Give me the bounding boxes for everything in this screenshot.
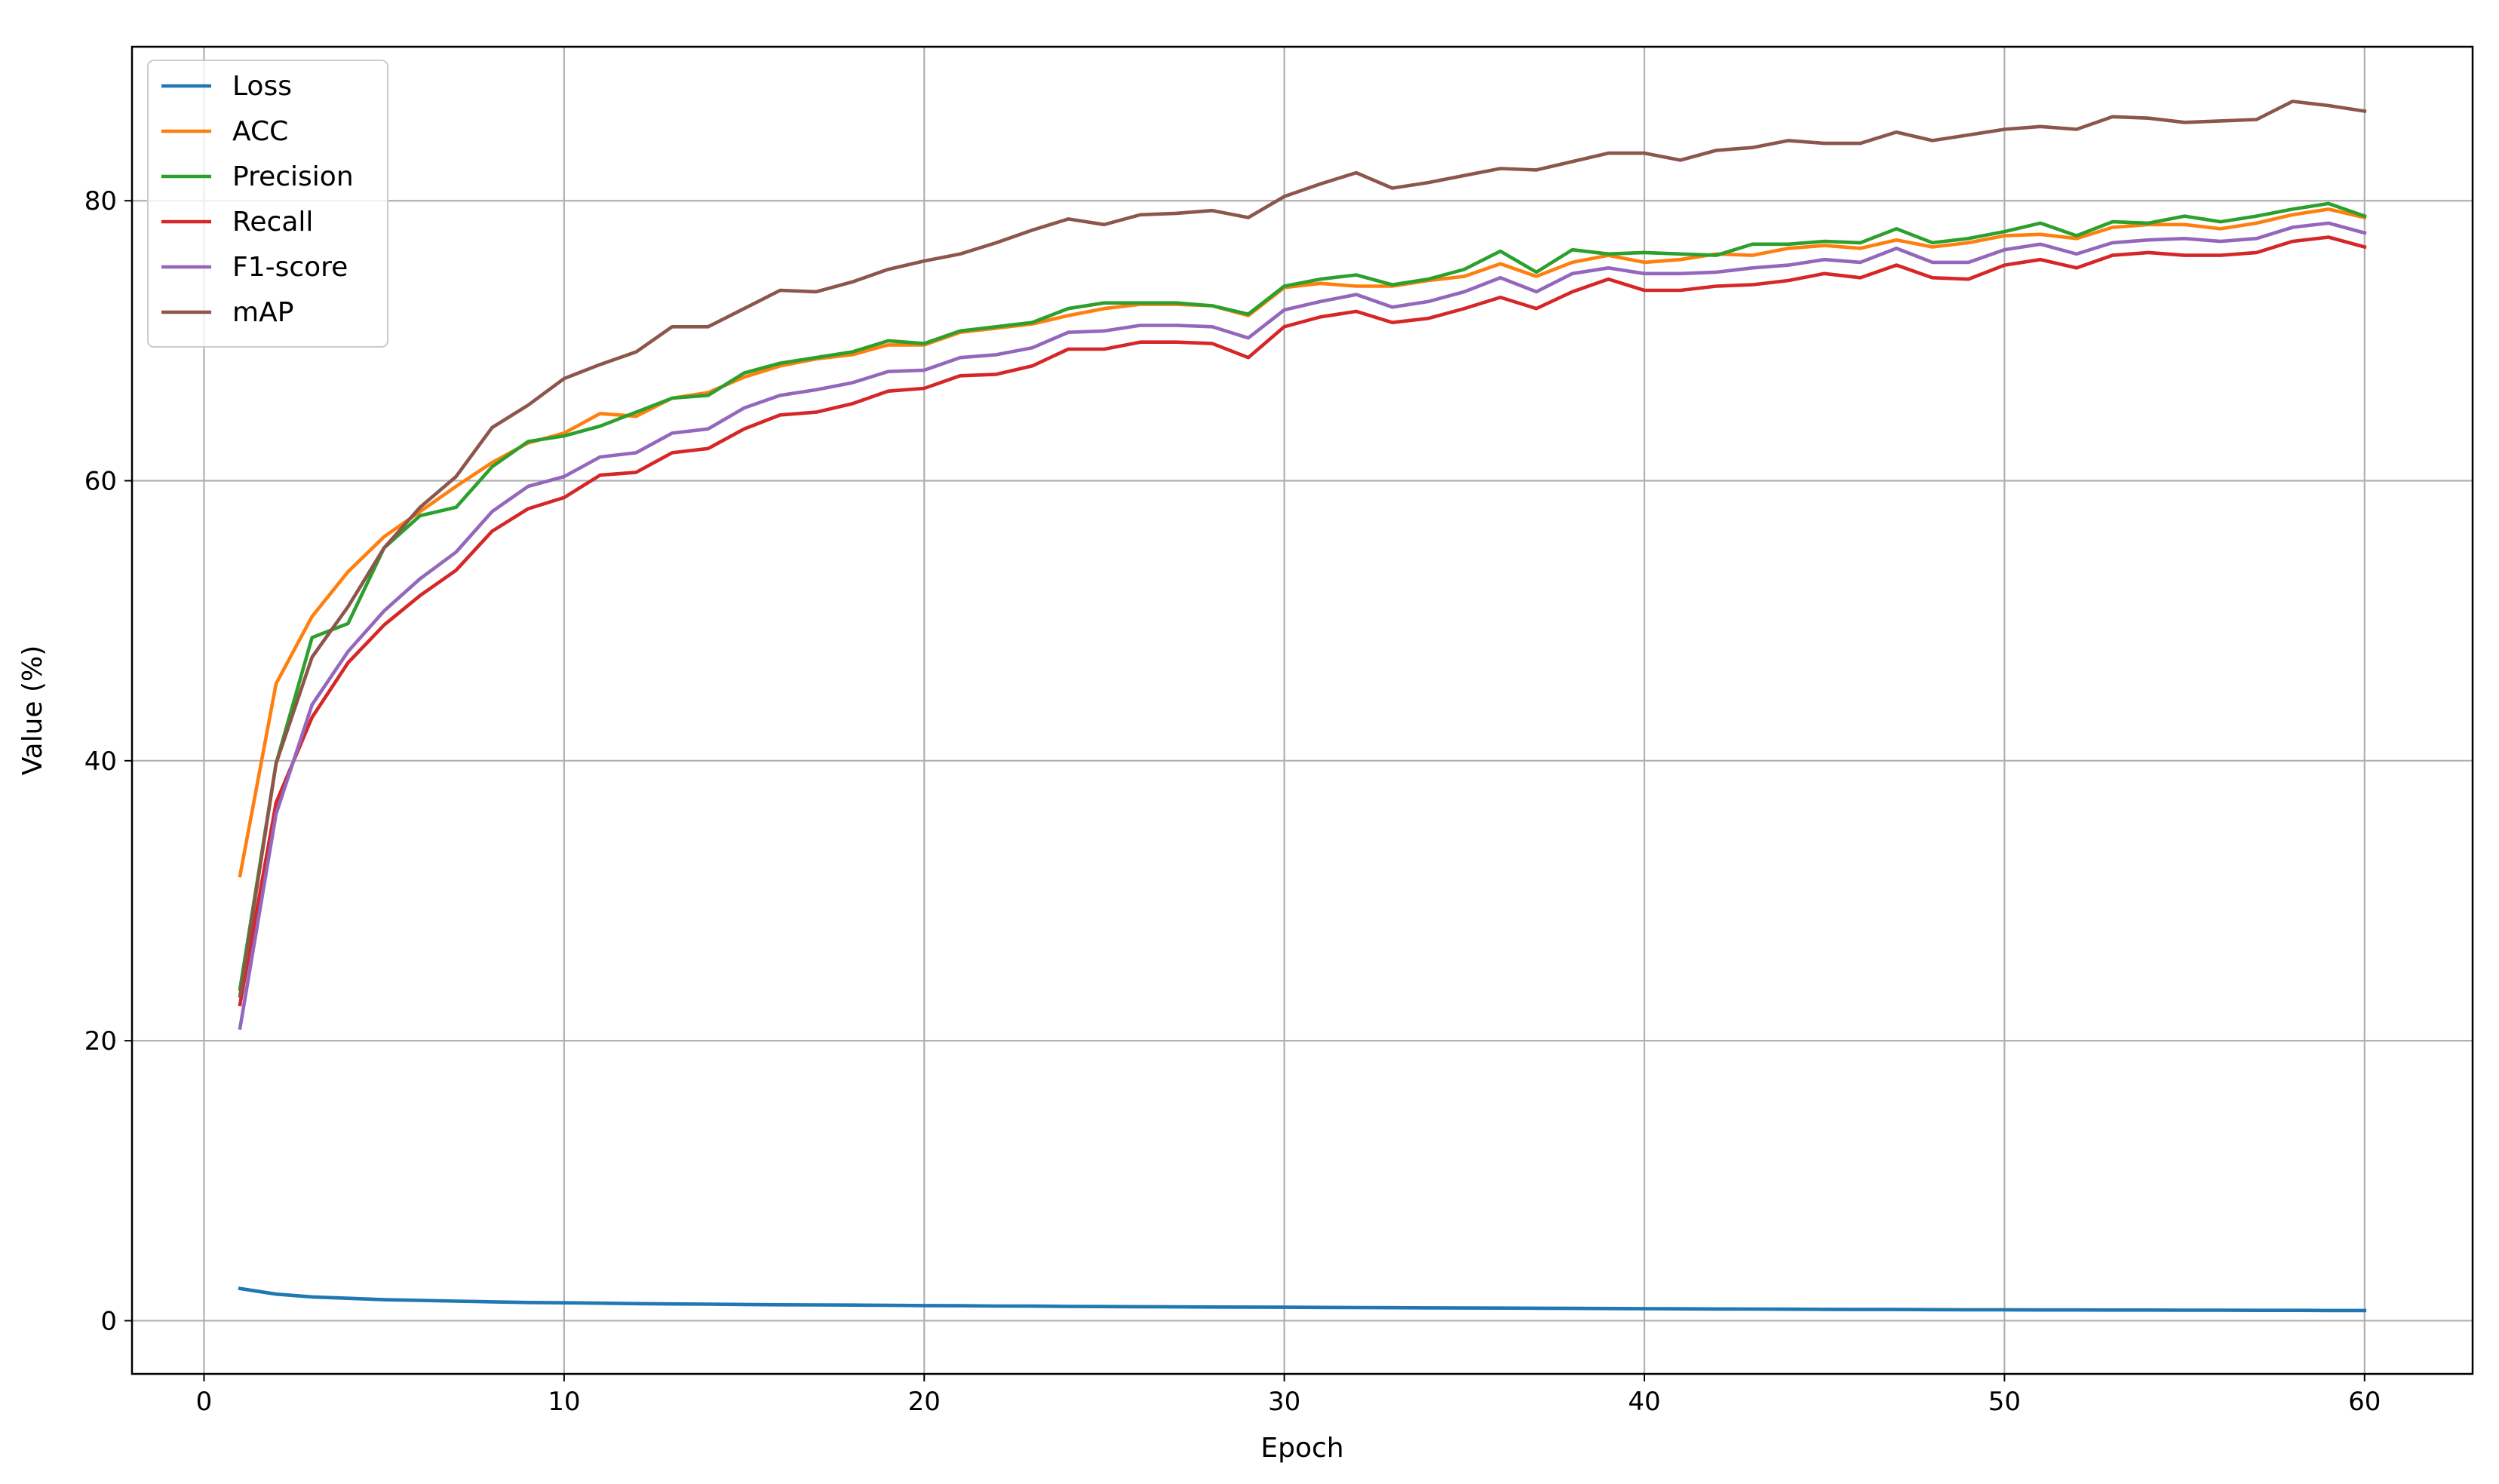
x-tick-label: 10 xyxy=(548,1387,580,1417)
x-axis-label: Epoch xyxy=(1260,1433,1343,1464)
y-tick-label: 60 xyxy=(84,467,117,497)
series-lines xyxy=(238,100,2367,1313)
series-line-precision xyxy=(238,201,2367,992)
axis-ticks: 0 10 20 30 40 50 60 0 20 40 60 80 xyxy=(84,186,2381,1417)
legend-label: F1-score xyxy=(232,252,348,283)
y-tick-label: 20 xyxy=(84,1026,117,1056)
x-tick-label: 0 xyxy=(196,1387,213,1417)
legend-label: ACC xyxy=(232,116,288,147)
series-line-f1-score xyxy=(238,221,2367,1031)
series-line-acc xyxy=(238,207,2367,878)
y-tick-label: 0 xyxy=(100,1306,117,1336)
y-axis-label: Value (%) xyxy=(17,645,48,776)
x-tick-label: 40 xyxy=(1628,1387,1660,1417)
x-tick-label: 50 xyxy=(1988,1387,2021,1417)
legend-label: Precision xyxy=(232,161,354,192)
series-line-map xyxy=(238,100,2367,998)
legend-label: Recall xyxy=(232,207,313,238)
y-tick-label: 40 xyxy=(84,747,117,777)
x-tick-label: 20 xyxy=(908,1387,941,1417)
legend-label: Loss xyxy=(232,71,292,102)
series-line-loss xyxy=(238,1286,2367,1313)
legend: Loss ACC Precision Recall F1-score mAP xyxy=(147,60,388,348)
series-line-recall xyxy=(238,235,2367,1007)
grid-lines xyxy=(132,47,2473,1374)
y-tick-label: 80 xyxy=(84,186,117,216)
plot-frame xyxy=(130,45,2474,1375)
x-tick-label: 30 xyxy=(1268,1387,1300,1417)
legend-label: mAP xyxy=(232,297,293,328)
x-tick-label: 60 xyxy=(2348,1387,2381,1417)
